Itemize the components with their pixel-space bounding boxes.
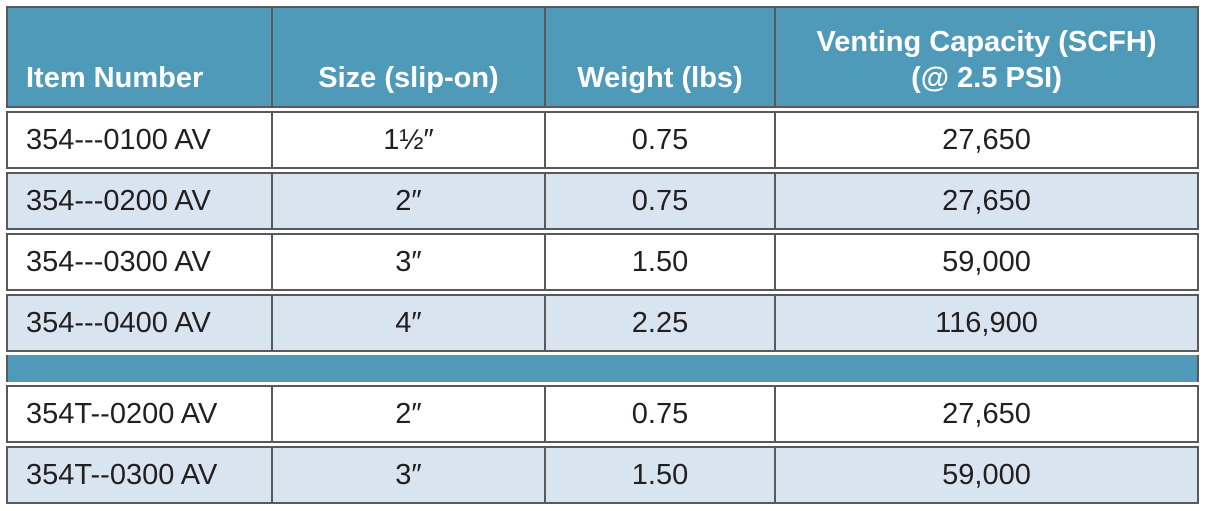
size-cell: 3″: [273, 448, 546, 502]
table-row: 354---0200 AV 2″ 0.75 27,650: [6, 172, 1199, 230]
table-row: 354T--0300 AV 3″ 1.50 59,000: [6, 446, 1199, 504]
weight-cell: 0.75: [546, 113, 776, 167]
table-row: 354---0100 AV 1½″ 0.75 27,650: [6, 111, 1199, 169]
table-row: 354---0400 AV 4″ 2.25 116,900: [6, 294, 1199, 352]
size-cell: 2″: [273, 174, 546, 228]
weight-cell: 1.50: [546, 448, 776, 502]
item-number-cell: 354---0100 AV: [8, 113, 273, 167]
weight-cell: 0.75: [546, 174, 776, 228]
capacity-cell: 59,000: [942, 245, 1031, 278]
table-row: 354T--0200 AV 2″ 0.75 27,650: [6, 385, 1199, 443]
table-header-row: Item Number Size (slip-on) Weight (lbs) …: [6, 6, 1199, 108]
size-cell: 2″: [273, 387, 546, 441]
item-number-cell: 354T--0200 AV: [8, 387, 273, 441]
item-number-cell: 354T--0300 AV: [8, 448, 273, 502]
header-venting-capacity: Venting Capacity (SCFH) (@ 2.5 PSI): [776, 8, 1197, 106]
size-cell: 4″: [273, 296, 546, 350]
header-size: Size (slip-on): [273, 8, 546, 106]
size-cell: 3″: [273, 235, 546, 289]
item-number-cell: 354---0400 AV: [8, 296, 273, 350]
venting-capacity-table: Item Number Size (slip-on) Weight (lbs) …: [6, 6, 1199, 504]
item-number-cell: 354---0200 AV: [8, 174, 273, 228]
group-separator-band: [6, 355, 1199, 382]
header-venting-capacity-line2: (@ 2.5 PSI): [911, 61, 1062, 94]
weight-cell: 1.50: [546, 235, 776, 289]
header-item-number: Item Number: [8, 8, 273, 106]
capacity-cell: 59,000: [942, 458, 1031, 491]
weight-cell: 0.75: [546, 387, 776, 441]
capacity-cell: 27,650: [942, 397, 1031, 430]
header-venting-capacity-line1: Venting Capacity (SCFH): [816, 25, 1157, 58]
capacity-cell: 27,650: [942, 123, 1031, 156]
capacity-cell: 116,900: [935, 306, 1038, 339]
weight-cell: 2.25: [546, 296, 776, 350]
header-weight: Weight (lbs): [546, 8, 776, 106]
table-row: 354---0300 AV 3″ 1.50 59,000: [6, 233, 1199, 291]
size-cell: 1½″: [273, 113, 546, 167]
capacity-cell: 27,650: [942, 184, 1031, 217]
item-number-cell: 354---0300 AV: [8, 235, 273, 289]
